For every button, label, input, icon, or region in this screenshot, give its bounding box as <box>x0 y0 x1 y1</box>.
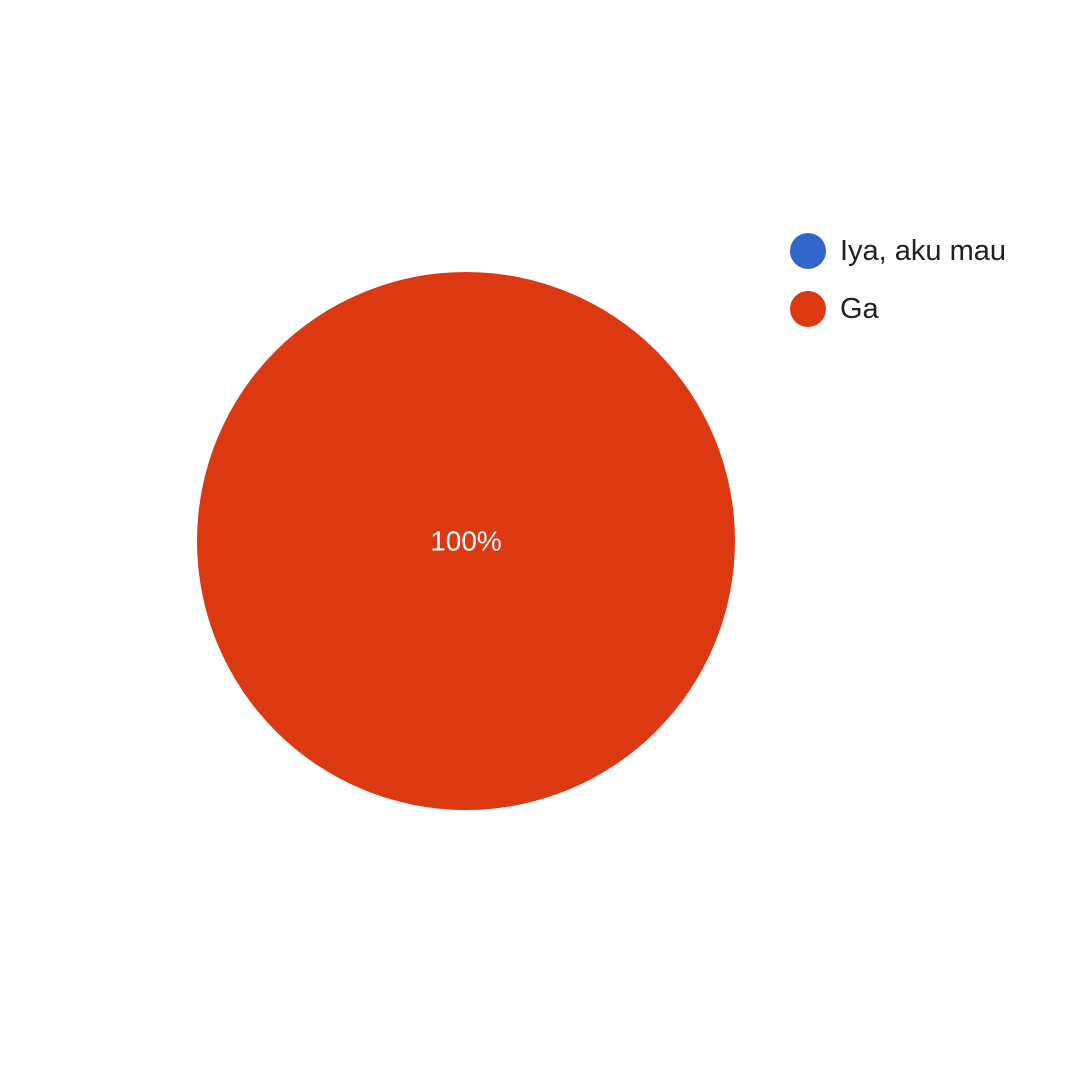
pie-slice-2 <box>197 272 735 810</box>
chart-legend: Iya, aku mau Ga <box>790 228 1070 344</box>
legend-swatch-icon <box>790 233 826 269</box>
pie-slice-label-2: 100% <box>430 526 502 557</box>
legend-item-2: Ga <box>790 286 1070 332</box>
legend-item-1: Iya, aku mau <box>790 228 1070 274</box>
legend-label: Iya, aku mau <box>840 234 1007 267</box>
legend-swatch-icon <box>790 291 826 327</box>
legend-label: Ga <box>840 292 879 325</box>
